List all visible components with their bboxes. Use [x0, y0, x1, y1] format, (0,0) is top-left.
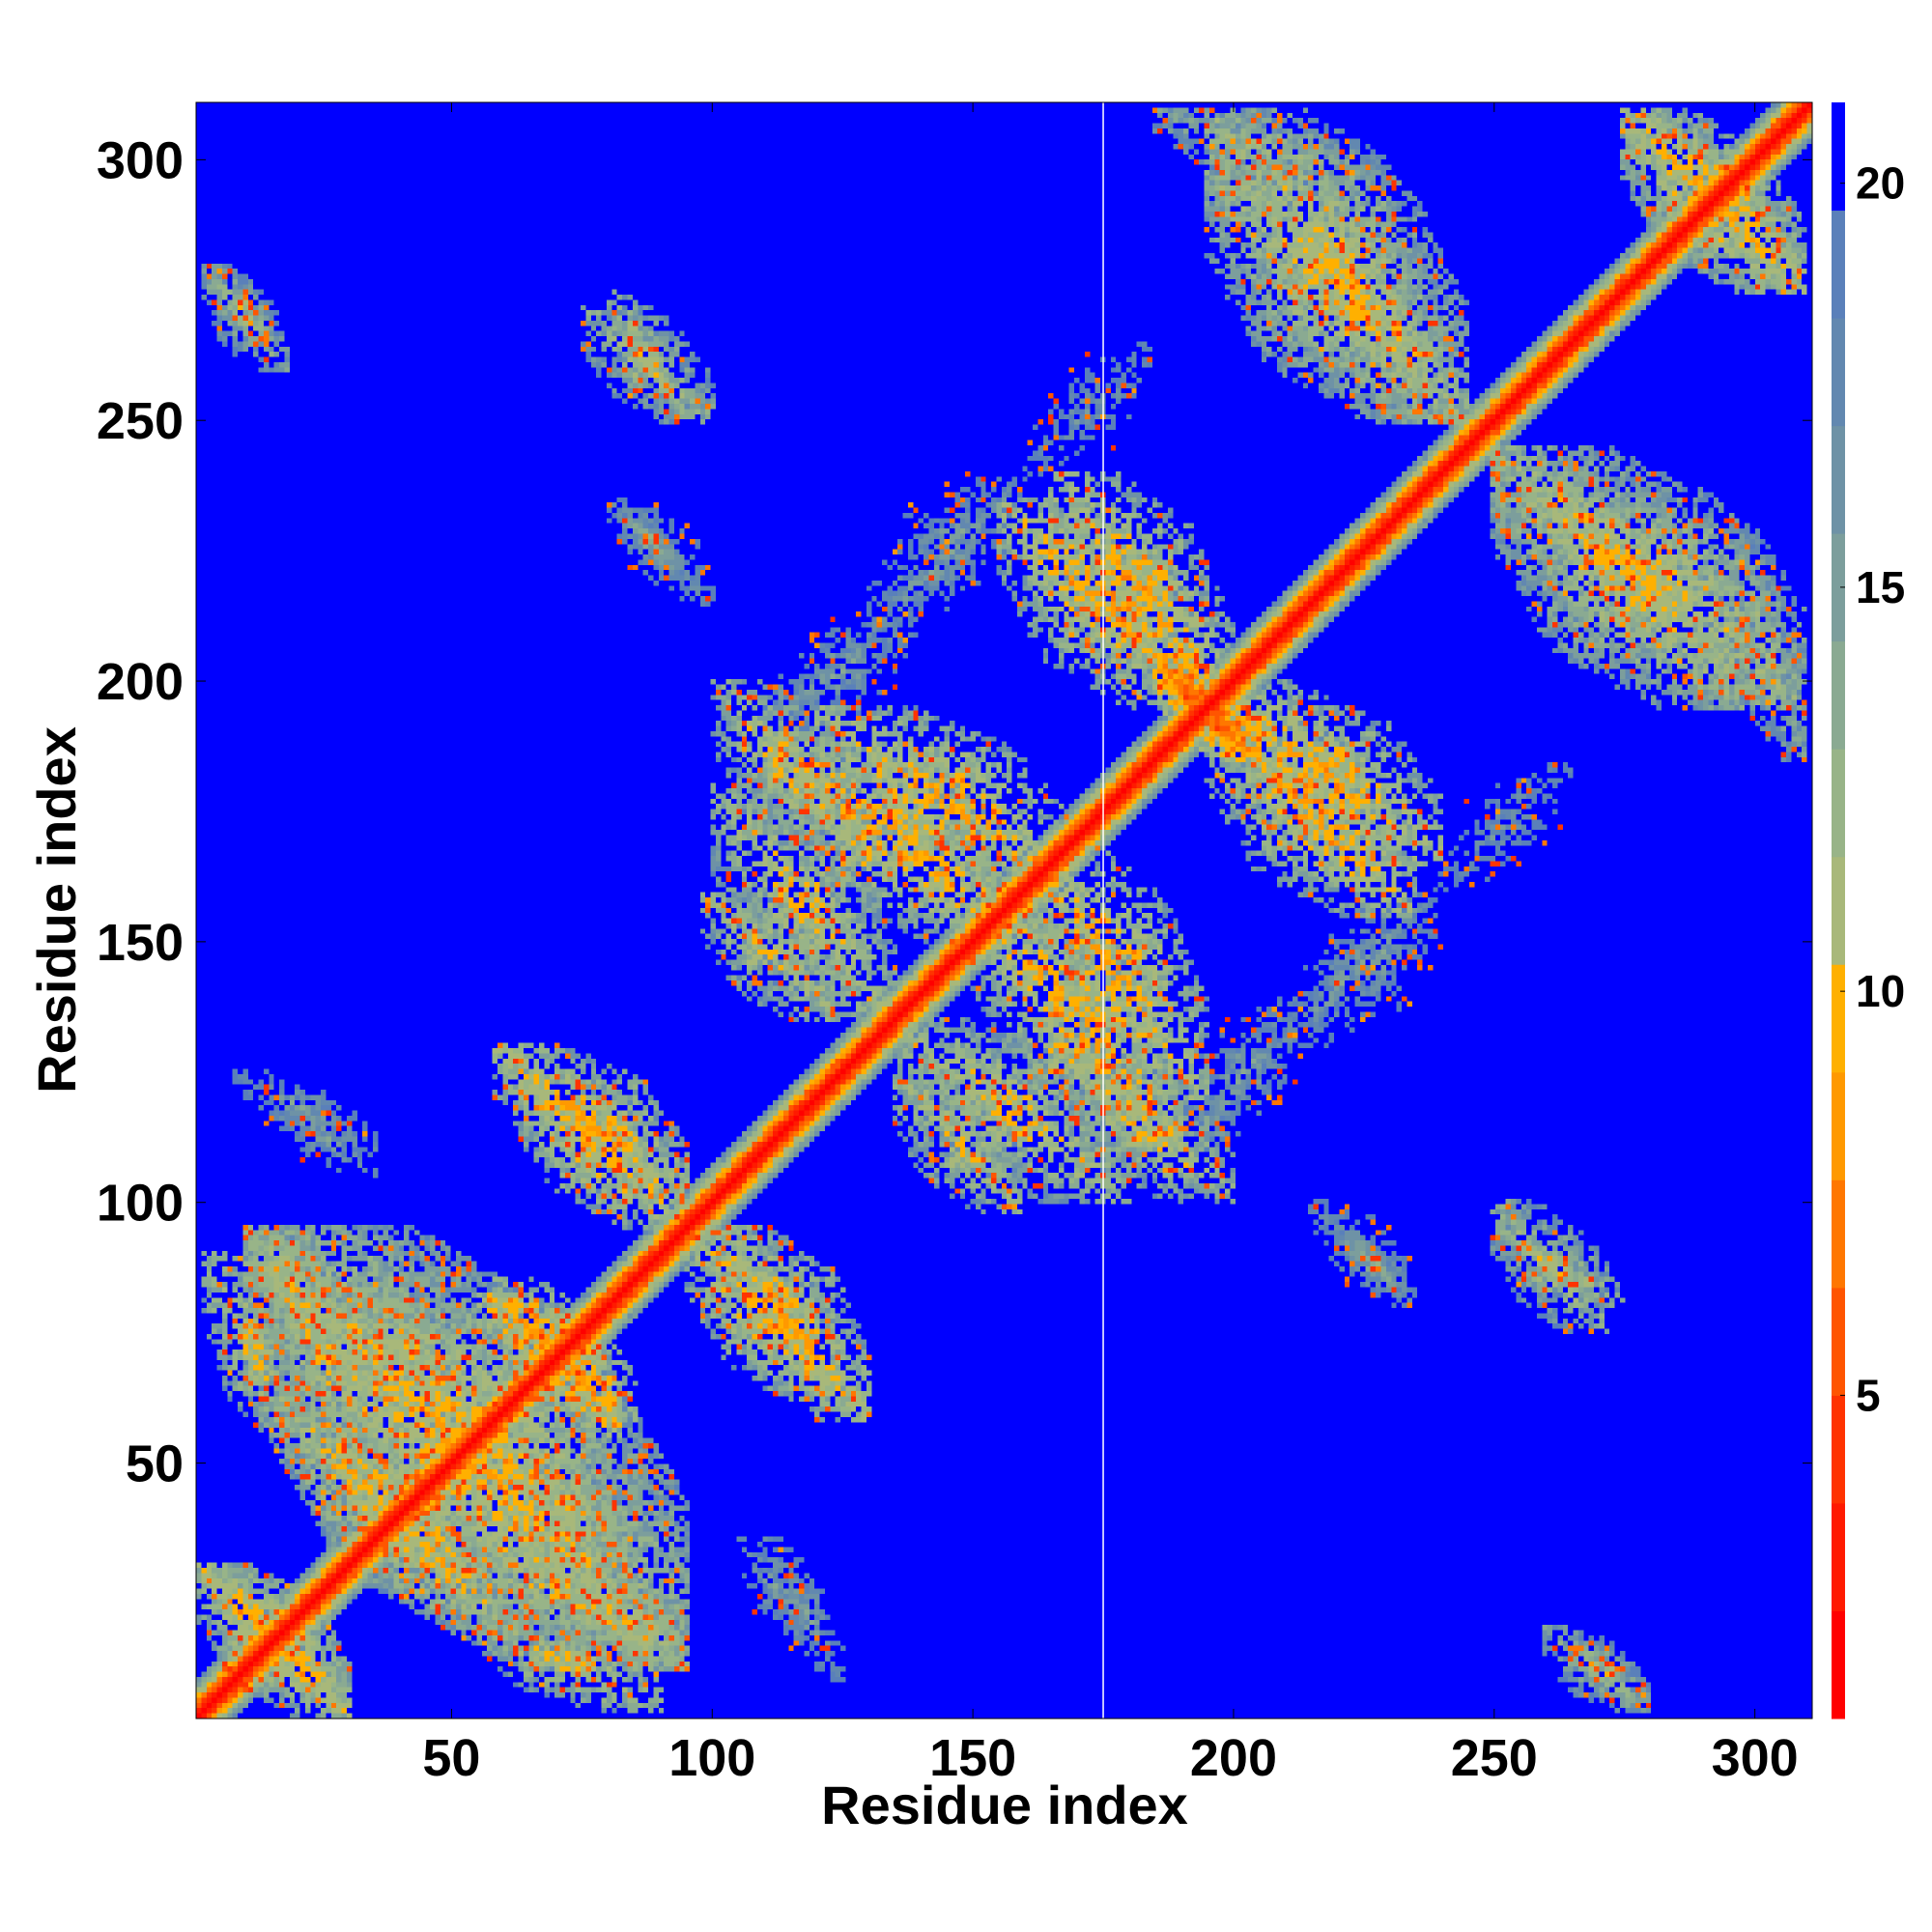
colorbar-segment — [1832, 1071, 1845, 1180]
y-axis-title: Residue index — [26, 726, 87, 1094]
colorbar-tick-label: 20 — [1856, 158, 1905, 209]
x-tick-label: 50 — [422, 1729, 480, 1787]
y-tick-label: 50 — [126, 1435, 184, 1493]
colorbar-segment — [1832, 425, 1845, 534]
x-tick-label: 250 — [1451, 1729, 1538, 1787]
x-tick-label: 300 — [1712, 1729, 1799, 1787]
x-axis-tick-labels: 50 100 150 200 250 300 — [422, 1729, 1798, 1787]
colorbar-tick-label: 5 — [1856, 1370, 1881, 1420]
colorbar-segment — [1832, 102, 1845, 212]
colorbar-tick-labels: 5 10 15 20 — [1856, 158, 1905, 1421]
y-tick-label: 200 — [97, 653, 184, 711]
colorbar-tick-label: 15 — [1856, 562, 1905, 612]
colorbar-segment — [1832, 749, 1845, 858]
x-axis-title: Residue index — [821, 1775, 1188, 1835]
colorbar-segment — [1832, 210, 1845, 319]
colorbar-segment — [1832, 1502, 1845, 1611]
colorbar-segment — [1832, 1179, 1845, 1289]
colorbar — [1832, 102, 1845, 1719]
colorbar-segment — [1832, 856, 1845, 965]
colorbar-segment — [1832, 533, 1845, 642]
y-tick-label: 150 — [97, 914, 184, 972]
colorbar-segment — [1832, 640, 1845, 750]
colorbar-tick-label: 10 — [1856, 966, 1905, 1016]
heatmap-area — [196, 102, 1812, 1719]
colorbar-segment — [1832, 1395, 1845, 1504]
heatmap-cells — [196, 102, 1812, 1719]
colorbar-segment — [1832, 964, 1845, 1073]
y-tick-label: 100 — [97, 1175, 184, 1233]
colorbar-segment — [1832, 1287, 1845, 1396]
x-tick-label: 200 — [1190, 1729, 1277, 1787]
y-axis-tick-labels: 50 100 150 200 250 300 — [97, 131, 184, 1492]
x-tick-label: 150 — [929, 1729, 1016, 1787]
plot-frame — [195, 101, 1813, 1719]
y-tick-label: 300 — [97, 131, 184, 189]
axis-ticks — [196, 102, 1812, 1719]
x-tick-label: 100 — [668, 1729, 755, 1787]
y-tick-label: 250 — [97, 392, 184, 450]
colorbar-segment — [1832, 1610, 1845, 1719]
colorbar-segment — [1832, 318, 1845, 427]
